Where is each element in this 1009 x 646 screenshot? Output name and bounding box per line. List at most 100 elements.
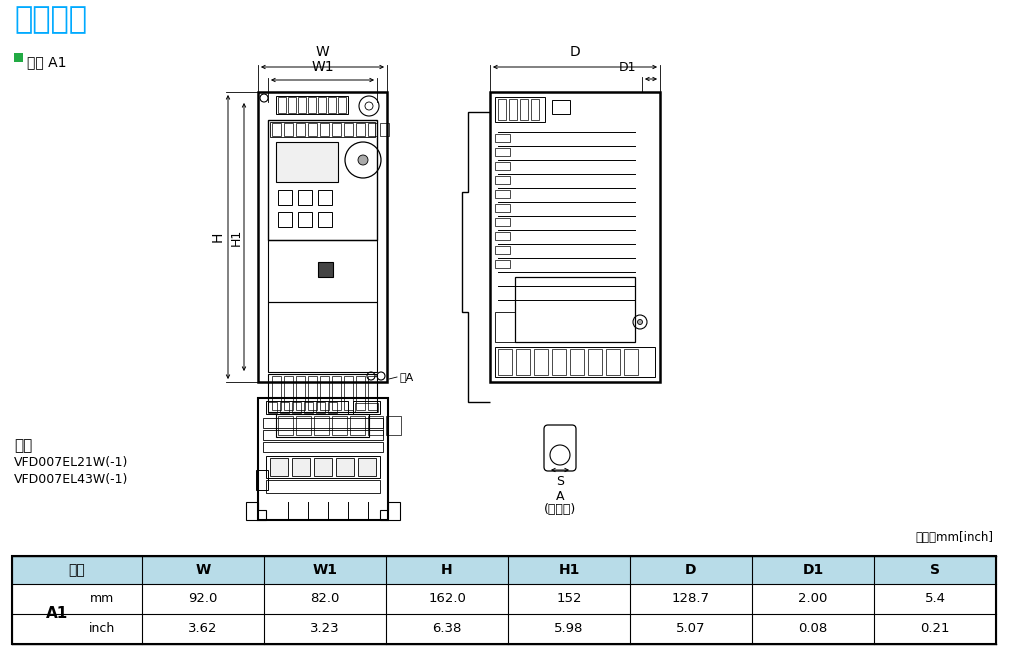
Bar bbox=[498, 349, 512, 375]
Bar bbox=[318, 212, 332, 227]
Bar bbox=[278, 416, 293, 435]
Bar bbox=[368, 123, 377, 136]
Bar bbox=[266, 480, 380, 493]
Bar bbox=[270, 122, 375, 137]
Text: H1: H1 bbox=[558, 563, 580, 577]
Bar bbox=[298, 212, 312, 227]
Bar bbox=[263, 442, 383, 452]
Bar bbox=[332, 123, 341, 136]
Bar bbox=[258, 398, 388, 520]
Bar bbox=[495, 260, 510, 268]
Bar bbox=[272, 123, 281, 136]
Bar bbox=[12, 584, 996, 614]
Bar bbox=[278, 190, 292, 205]
Text: D1: D1 bbox=[619, 61, 636, 74]
Bar bbox=[276, 96, 348, 114]
Bar bbox=[263, 430, 383, 440]
Bar bbox=[515, 277, 635, 342]
Text: VFD007EL43W(-1): VFD007EL43W(-1) bbox=[14, 473, 128, 486]
Bar bbox=[495, 162, 510, 170]
Bar bbox=[316, 402, 325, 413]
Text: H: H bbox=[441, 563, 453, 577]
Text: 尺寸外观: 尺寸外观 bbox=[14, 5, 87, 34]
Bar bbox=[328, 402, 337, 413]
Text: W1: W1 bbox=[313, 563, 337, 577]
Text: 162.0: 162.0 bbox=[428, 592, 466, 605]
Bar bbox=[516, 349, 530, 375]
Bar bbox=[278, 97, 286, 113]
Text: D: D bbox=[685, 563, 697, 577]
Bar bbox=[490, 92, 660, 382]
Bar bbox=[12, 614, 996, 644]
Text: D1: D1 bbox=[802, 563, 823, 577]
Bar bbox=[552, 100, 570, 114]
Bar bbox=[320, 123, 329, 136]
Bar bbox=[12, 556, 996, 644]
Bar bbox=[308, 123, 317, 136]
Bar bbox=[320, 376, 329, 410]
Bar bbox=[495, 232, 510, 240]
Text: 框号: 框号 bbox=[69, 563, 86, 577]
Text: 型号: 型号 bbox=[14, 438, 32, 453]
Bar bbox=[288, 97, 296, 113]
Bar bbox=[266, 456, 380, 478]
Bar bbox=[292, 402, 301, 413]
Bar bbox=[495, 204, 510, 212]
Bar bbox=[495, 148, 510, 156]
Bar bbox=[344, 376, 353, 410]
Text: 0.08: 0.08 bbox=[798, 623, 827, 636]
Bar bbox=[268, 302, 377, 372]
Text: W1: W1 bbox=[311, 60, 334, 74]
Bar bbox=[278, 212, 292, 227]
Bar bbox=[276, 142, 338, 182]
Bar bbox=[368, 376, 377, 410]
Text: 6.38: 6.38 bbox=[432, 623, 462, 636]
Bar bbox=[495, 347, 655, 377]
Text: 见A: 见A bbox=[399, 372, 414, 382]
Bar bbox=[266, 401, 348, 414]
Text: H1: H1 bbox=[229, 229, 242, 245]
Bar bbox=[276, 414, 369, 437]
Bar bbox=[338, 97, 346, 113]
Bar bbox=[296, 416, 311, 435]
Text: S: S bbox=[556, 475, 564, 488]
Text: A1: A1 bbox=[45, 607, 69, 621]
Bar bbox=[268, 402, 277, 413]
Bar bbox=[495, 134, 510, 142]
Bar bbox=[353, 401, 380, 414]
Bar bbox=[336, 458, 354, 476]
Bar bbox=[318, 190, 332, 205]
Bar bbox=[495, 218, 510, 226]
Bar bbox=[308, 376, 317, 410]
Text: D: D bbox=[570, 45, 580, 59]
Bar bbox=[358, 458, 376, 476]
Text: (安装孔): (安装孔) bbox=[544, 503, 576, 516]
Bar bbox=[298, 190, 312, 205]
Bar bbox=[314, 416, 329, 435]
Text: H: H bbox=[211, 232, 225, 242]
Text: 框号 A1: 框号 A1 bbox=[27, 55, 67, 69]
Bar bbox=[552, 349, 566, 375]
Text: W: W bbox=[316, 45, 329, 59]
Bar bbox=[495, 246, 510, 254]
Bar bbox=[270, 458, 288, 476]
Bar bbox=[268, 240, 377, 302]
Circle shape bbox=[358, 155, 368, 165]
Text: mm: mm bbox=[90, 592, 114, 605]
Bar bbox=[624, 349, 638, 375]
Bar bbox=[495, 312, 515, 342]
Bar bbox=[498, 99, 506, 120]
Text: 128.7: 128.7 bbox=[672, 592, 710, 605]
Bar bbox=[272, 376, 281, 410]
Bar bbox=[495, 190, 510, 198]
Text: W: W bbox=[196, 563, 211, 577]
Bar bbox=[314, 458, 332, 476]
Text: 92.0: 92.0 bbox=[189, 592, 218, 605]
Bar bbox=[284, 376, 293, 410]
Text: 82.0: 82.0 bbox=[311, 592, 340, 605]
Text: A: A bbox=[556, 490, 564, 503]
Bar bbox=[356, 123, 365, 136]
Bar bbox=[281, 402, 289, 413]
Bar bbox=[570, 349, 584, 375]
Bar bbox=[356, 376, 365, 410]
